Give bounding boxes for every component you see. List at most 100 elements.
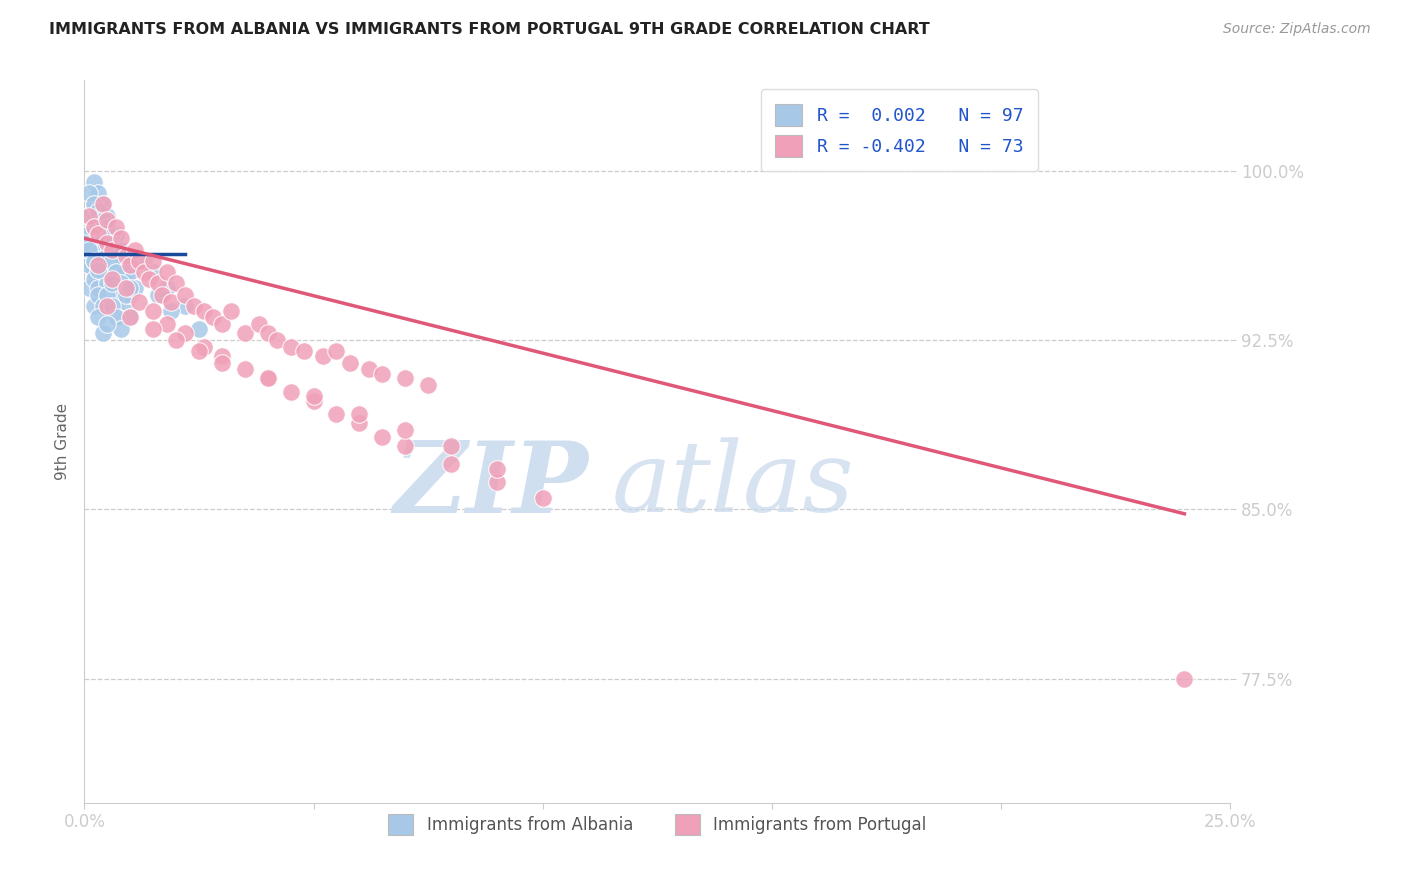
Point [87,186,110,201]
Point [96,243,118,257]
Point [101,299,124,313]
Point [292,344,315,359]
Point [96,317,118,331]
Point [83,265,105,279]
Point [105,310,128,325]
Point [101,294,124,309]
Point [87,259,110,273]
Point [110,259,132,273]
Point [77,209,100,223]
Point [371,367,394,381]
Point [96,220,118,235]
Point [142,321,165,335]
Point [105,220,128,235]
Point [91,281,114,295]
Point [91,220,114,235]
Point [91,259,114,273]
Point [101,243,124,257]
Point [156,281,179,295]
Point [219,303,242,318]
Point [77,259,100,273]
Point [91,253,114,268]
Legend: Immigrants from Albania, Immigrants from Portugal: Immigrants from Albania, Immigrants from… [381,808,934,841]
Point [87,209,110,223]
Point [87,287,110,301]
Point [418,378,440,392]
Point [105,281,128,295]
Point [101,277,124,291]
Point [349,417,371,431]
Point [156,317,179,331]
Point [91,326,114,340]
Point [91,265,114,279]
Point [77,281,100,295]
Point [211,355,233,369]
Point [256,326,278,340]
Point [128,294,150,309]
Point [91,197,114,211]
Point [83,235,105,250]
Point [114,249,136,263]
Point [211,349,233,363]
Point [96,287,118,301]
Point [83,243,105,257]
Point [193,340,215,354]
Point [83,197,105,211]
Point [233,326,256,340]
Point [132,265,155,279]
Text: ZIP: ZIP [394,437,589,533]
Point [312,349,335,363]
Point [83,253,105,268]
Point [114,281,136,295]
Point [146,277,169,291]
Point [188,344,211,359]
Point [110,231,132,245]
Point [394,371,416,385]
Point [266,333,288,347]
Point [96,235,118,250]
Point [256,371,278,385]
Point [77,253,100,268]
Point [114,287,136,301]
Point [96,213,118,227]
Point [91,235,114,250]
Point [83,220,105,235]
Point [165,333,187,347]
Point [371,430,394,444]
Point [101,272,124,286]
Point [87,263,110,277]
Point [120,310,142,325]
Point [101,272,124,286]
Point [96,265,118,279]
Point [110,277,132,291]
Point [132,253,155,268]
Point [531,491,554,505]
Point [110,287,132,301]
Point [96,287,118,301]
Point [77,243,100,257]
Point [124,243,146,257]
Point [193,303,215,318]
Point [110,265,132,279]
Point [101,243,124,257]
Point [280,340,302,354]
Point [110,243,132,257]
Point [142,303,165,318]
Point [105,227,128,241]
Point [349,408,371,422]
Point [91,213,114,227]
Point [77,231,100,245]
Point [87,281,110,295]
Point [83,220,105,235]
Point [146,287,169,301]
Point [188,321,211,335]
Point [325,408,347,422]
Point [87,265,110,279]
Point [150,287,173,301]
Point [124,281,146,295]
Point [339,355,361,369]
Point [96,231,118,245]
Point [83,272,105,286]
Point [174,299,197,313]
Point [165,277,187,291]
